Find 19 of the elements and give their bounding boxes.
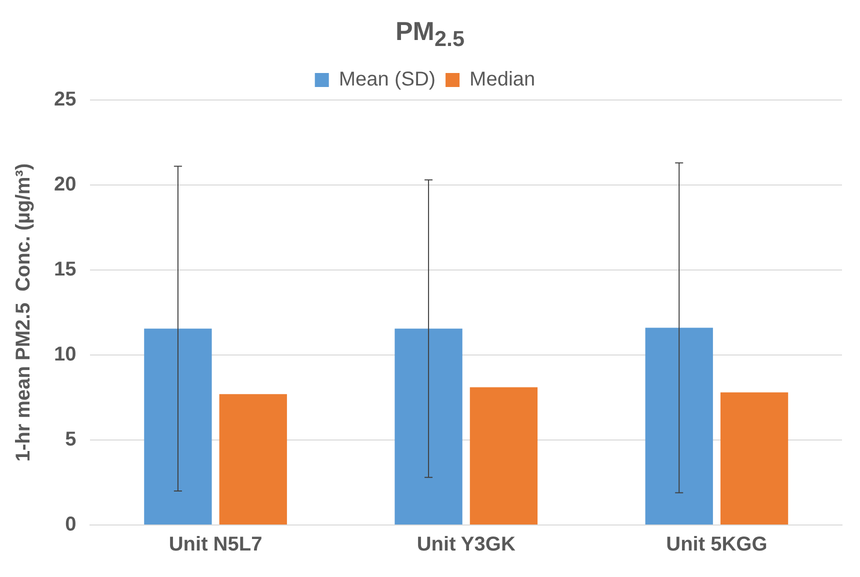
y-tick-label: 10 bbox=[54, 344, 76, 366]
bar bbox=[720, 392, 788, 524]
legend-label: Median bbox=[470, 68, 536, 91]
y-tick-label: 0 bbox=[65, 514, 76, 536]
bar bbox=[470, 387, 538, 524]
bar bbox=[144, 328, 212, 524]
x-tick-label: Unit Y3GK bbox=[416, 534, 516, 556]
y-tick-label: 5 bbox=[65, 428, 76, 451]
y-tick-label: 25 bbox=[54, 88, 76, 111]
bar bbox=[394, 328, 462, 524]
bar bbox=[219, 394, 287, 524]
x-tick-label: Unit 5KGG bbox=[666, 534, 768, 556]
y-tick-label: 20 bbox=[54, 174, 76, 196]
chart-title: PM$_{2.5}$ bbox=[394, 15, 466, 54]
y-axis-title: 1-hr mean PM2.5 Conc. (µg/m³) bbox=[12, 163, 35, 462]
y-tick-label: 15 bbox=[54, 258, 76, 281]
x-tick-label: Unit N5L7 bbox=[168, 534, 262, 556]
bar bbox=[645, 328, 713, 524]
legend-label: Mean (SD) bbox=[338, 68, 436, 91]
